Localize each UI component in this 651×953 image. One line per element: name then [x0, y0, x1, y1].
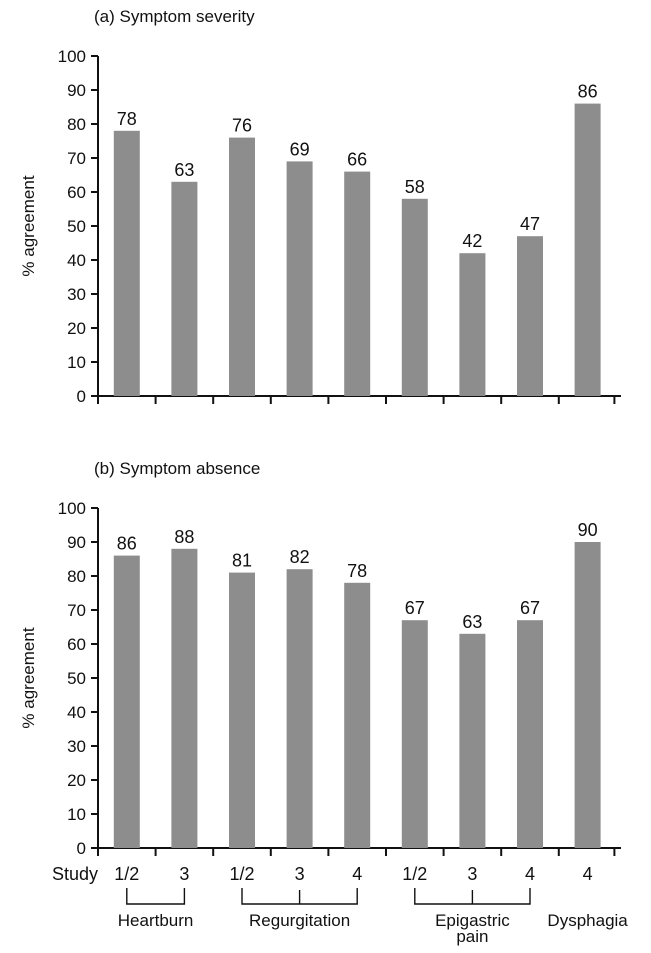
y-tick-label: 30 [67, 285, 86, 304]
y-tick-label: 40 [67, 703, 86, 722]
y-tick-label: 0 [77, 387, 86, 406]
x-category-label: 4 [352, 864, 362, 884]
y-tick-label: 10 [67, 353, 86, 372]
y-tick-label: 30 [67, 737, 86, 756]
y-tick-label: 20 [67, 771, 86, 790]
y-axis-label: % agreement [19, 627, 38, 728]
bar [344, 582, 371, 848]
x-category-label: 3 [467, 864, 477, 884]
bar [113, 130, 140, 397]
bar [401, 198, 428, 396]
y-tick-label: 70 [67, 601, 86, 620]
bar-value-label: 67 [520, 598, 540, 618]
bar [459, 253, 486, 396]
x-category-label: 1/2 [114, 864, 139, 884]
bar-value-label: 78 [117, 109, 137, 129]
y-tick-label: 80 [67, 567, 86, 586]
y-tick-label: 10 [67, 805, 86, 824]
bar-value-label: 47 [520, 214, 540, 234]
bar-value-label: 67 [405, 598, 425, 618]
bar [574, 542, 601, 848]
bar [459, 633, 486, 848]
bar-value-label: 66 [347, 150, 367, 170]
bar [171, 548, 198, 848]
x-category-label: 3 [179, 864, 189, 884]
panel-title: (a) Symptom severity [94, 7, 255, 26]
y-tick-label: 100 [58, 499, 86, 518]
y-tick-label: 60 [67, 635, 86, 654]
bar [344, 171, 371, 396]
bar [286, 161, 313, 396]
bar [286, 569, 313, 848]
bar [229, 572, 255, 848]
y-tick-label: 50 [67, 669, 86, 688]
bar-value-label: 88 [174, 527, 194, 547]
group-label: Dysphagia [547, 911, 628, 930]
group-bracket [126, 888, 186, 905]
bar-value-label: 90 [578, 520, 598, 540]
y-tick-label: 100 [58, 47, 86, 66]
bar-value-label: 63 [174, 160, 194, 180]
bar [171, 181, 198, 396]
bar-value-label: 82 [290, 547, 310, 567]
bar [401, 620, 428, 848]
bar-value-label: 86 [117, 534, 137, 554]
y-axis-label: % agreement [19, 175, 38, 276]
study-axis-label: Study [52, 864, 98, 884]
panel-symptom-severity: (a) Symptom severity % agreement 0 10 20 30 40… [19, 7, 621, 406]
x-category-label: 1/2 [229, 864, 254, 884]
group-label: Regurgitation [249, 911, 350, 930]
x-category-label: 1/2 [402, 864, 427, 884]
y-tick-label: 90 [67, 533, 86, 552]
bar [517, 620, 543, 848]
y-tick-label: 70 [67, 149, 86, 168]
y-tick-label: 40 [67, 251, 86, 270]
bar-value-label: 76 [232, 116, 252, 136]
bar [517, 236, 543, 396]
bar-value-label: 63 [462, 612, 482, 632]
group-label: Heartburn [118, 911, 194, 930]
bar-value-label: 86 [578, 82, 598, 102]
x-category-label: 4 [583, 864, 593, 884]
y-tick-label: 80 [67, 115, 86, 134]
panel-title: (b) Symptom absence [94, 459, 260, 478]
bar [229, 137, 255, 396]
bar-value-label: 81 [232, 551, 252, 571]
y-tick-label: 20 [67, 319, 86, 338]
bar-value-label: 69 [290, 139, 310, 159]
bar [574, 103, 601, 396]
bar-value-label: 42 [462, 231, 482, 251]
y-tick-label: 60 [67, 183, 86, 202]
panel-symptom-absence: (b) Symptom absence % agreement 0 10 20 30 40 5… [19, 459, 628, 946]
bar-value-label: 58 [405, 177, 425, 197]
y-tick-label: 0 [77, 839, 86, 858]
group-label: Epigastric pain [435, 911, 510, 946]
y-tick-label: 50 [67, 217, 86, 236]
bar [113, 555, 140, 848]
y-tick-label: 90 [67, 81, 86, 100]
x-category-label: 4 [525, 864, 535, 884]
x-category-label: 3 [295, 864, 305, 884]
bar-value-label: 78 [347, 561, 367, 581]
